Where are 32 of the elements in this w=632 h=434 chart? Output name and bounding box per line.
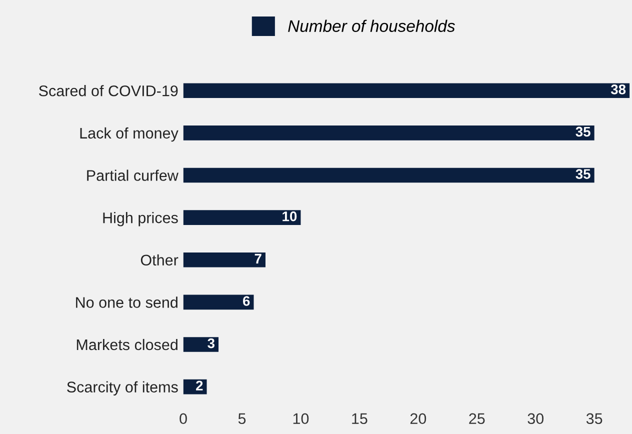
x-tick-label: 20	[410, 413, 426, 424]
data-label: 35	[576, 126, 590, 137]
bar	[183, 294, 254, 310]
data-label: 6	[243, 296, 250, 306]
x-tick-label: 25	[469, 413, 485, 424]
x-tick-label: 35	[586, 413, 602, 424]
x-tick-label: 30	[528, 413, 544, 424]
y-tick-label: No one to send	[76, 296, 178, 308]
bar	[183, 126, 594, 140]
data-label: 3	[208, 338, 214, 348]
bar	[183, 168, 594, 183]
data-label: 35	[576, 169, 590, 179]
data-label: 38	[610, 84, 626, 94]
y-tick-label: High prices	[103, 212, 178, 226]
data-label: 2	[196, 380, 203, 390]
x-tick-label: 15	[352, 413, 368, 424]
bar	[183, 252, 266, 268]
x-tick-label: 0	[180, 413, 187, 424]
y-tick-label: Markets closed	[76, 338, 178, 350]
bar	[183, 83, 630, 98]
bar	[183, 210, 301, 225]
y-tick-label: Partial curfew	[87, 170, 178, 181]
x-tick-label: 10	[293, 413, 309, 424]
bar	[183, 337, 219, 352]
legend-label: Number of households	[288, 20, 455, 32]
y-tick-label: Scarcity of items	[67, 381, 178, 396]
y-tick-label: Other	[140, 254, 178, 266]
x-tick-label: 5	[238, 413, 246, 424]
y-tick-label: Scared of COVID-19	[39, 85, 178, 96]
data-label: 7	[254, 254, 262, 264]
data-label: 10	[282, 211, 297, 222]
y-tick-label: Lack of money	[80, 127, 178, 142]
